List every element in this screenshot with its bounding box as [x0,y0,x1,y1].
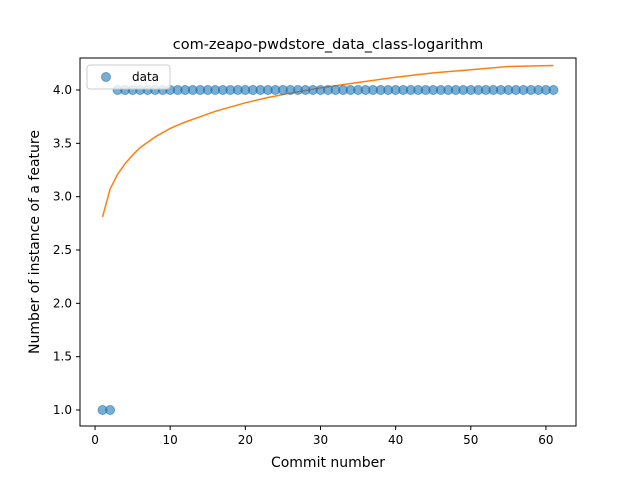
y-tick-label: 2.0 [53,296,72,310]
data-point [105,405,116,415]
y-tick-label: 3.5 [53,136,72,150]
y-tick-label: 1.5 [53,350,72,364]
y-tick-label: 2.5 [53,243,72,257]
legend-marker-data [101,72,111,82]
x-tick-label: 30 [313,433,328,447]
y-axis-label: Number of instance of a feature [27,130,43,354]
x-tick-label: 50 [463,433,478,447]
x-tick-label: 10 [163,433,178,447]
y-axis: 1.0 1.5 2.0 2.5 3.0 3.5 4.0 [53,83,80,417]
chart-title: com-zeapo-pwdstore_data_class-logarithm [173,37,484,53]
legend-box [86,64,171,90]
fit-line [101,64,554,218]
data-point [548,85,559,95]
x-tick-label: 60 [538,433,553,447]
legend: data [86,64,171,90]
x-axis: 0 10 20 30 40 50 60 [91,426,554,447]
x-axis-label: Commit number [271,455,385,471]
y-tick-label: 1.0 [53,403,72,417]
x-tick-label: 0 [91,433,99,447]
y-tick-label: 4.0 [53,83,72,97]
x-tick-label: 20 [238,433,253,447]
axes-frame [79,57,577,427]
y-tick-label: 3.0 [53,190,72,204]
x-tick-label: 40 [388,433,403,447]
legend-label-data: data [132,70,159,84]
